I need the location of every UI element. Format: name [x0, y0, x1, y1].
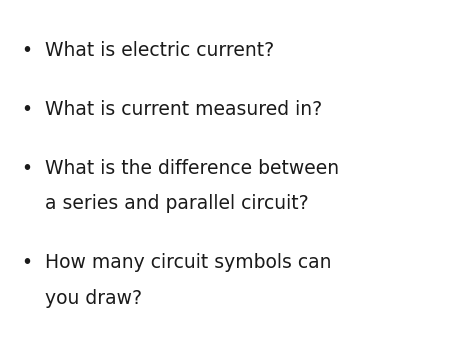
- Text: •: •: [22, 100, 32, 119]
- Text: a series and parallel circuit?: a series and parallel circuit?: [45, 194, 309, 213]
- Text: What is the difference between: What is the difference between: [45, 159, 339, 178]
- Text: What is current measured in?: What is current measured in?: [45, 100, 322, 119]
- Text: How many circuit symbols can: How many circuit symbols can: [45, 254, 332, 272]
- Text: •: •: [22, 41, 32, 59]
- Text: •: •: [22, 254, 32, 272]
- Text: •: •: [22, 159, 32, 178]
- Text: What is electric current?: What is electric current?: [45, 41, 274, 59]
- Text: you draw?: you draw?: [45, 289, 142, 308]
